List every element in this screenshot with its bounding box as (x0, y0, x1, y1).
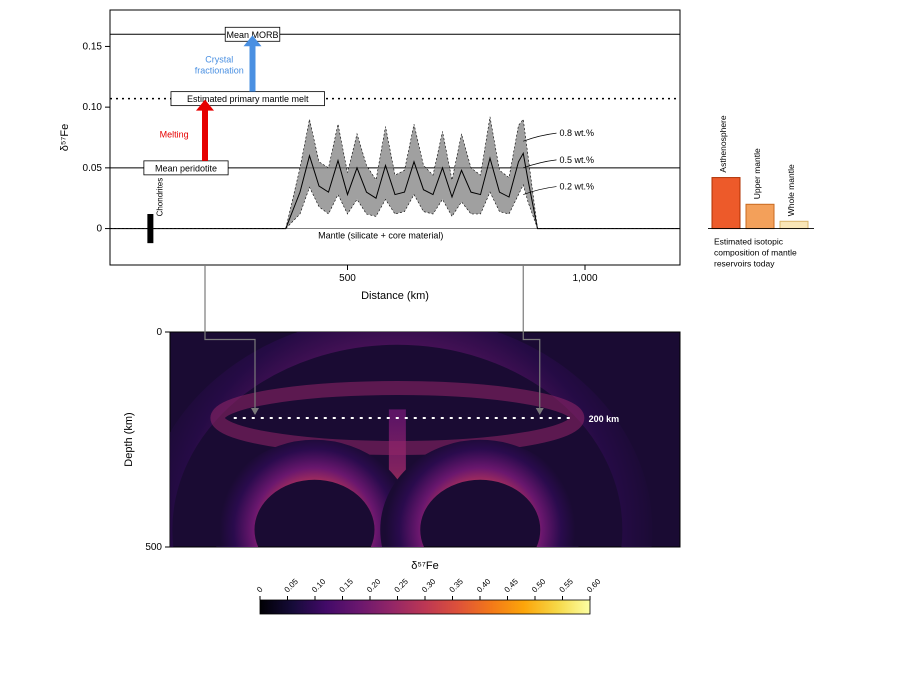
top-chart-frame (110, 10, 680, 265)
heatmap-content (157, 330, 637, 675)
xtick-label: 1,000 (572, 273, 597, 284)
colorbar-tick-label: 0.30 (420, 577, 438, 595)
figure-root: 0 0.05 0.10 0.15 500 1,000 δ⁵⁷Fe Distance (km) M… (0, 0, 914, 675)
colorbar-tick-label: 0.55 (558, 577, 576, 595)
mantle-label: Mantle (silicate + core material) (318, 230, 443, 240)
colorbar-tick-label: 0.60 (585, 577, 603, 595)
xtick-label: 500 (339, 273, 356, 284)
heatmap-ytick-label: 500 (145, 542, 162, 553)
colorbar-tick-label: 0.10 (310, 577, 328, 595)
melting-label: Melting (160, 129, 189, 139)
depth-200-label: 200 km (589, 414, 620, 424)
wt-label: 0.5 wt.% (560, 155, 595, 165)
top-chart: 0 0.05 0.10 0.15 500 1,000 δ⁵⁷Fe Distance (km) M… (59, 10, 680, 302)
reservoir-bar-label: Whole mantle (786, 164, 796, 216)
figure-svg: 0 0.05 0.10 0.15 500 1,000 δ⁵⁷Fe Distance (km) M… (0, 0, 914, 675)
heatmap-xlabel: δ⁵⁷Fe (411, 560, 439, 572)
reservoir-bar (746, 204, 774, 228)
reservoir-caption: composition of mantle (714, 248, 797, 258)
reservoir-bar-label: Asthenosphere (718, 115, 728, 172)
colorbar-tick-label: 0.15 (338, 577, 356, 595)
colorbar-rect (260, 600, 590, 614)
colorbar-tick-label: 0.50 (530, 577, 548, 595)
reservoir-caption: reservoirs today (714, 259, 775, 269)
reservoir-bar (780, 221, 808, 228)
ylabel: δ⁵⁷Fe (59, 124, 71, 152)
reservoir-bar-label: Upper mantle (752, 148, 762, 199)
colorbar-tick-label: 0 (255, 585, 265, 595)
wt-label: 0.2 wt.% (560, 182, 595, 192)
ytick-label: 0 (96, 224, 102, 235)
colorbar: 0 0.05 0.10 0.15 0.20 0.25 0.30 0.35 0.40 0.45 0.5… (255, 577, 603, 614)
ytick-label: 0.05 (83, 163, 103, 174)
colorbar-tick-label: 0.45 (503, 577, 521, 595)
chondrites-bar (147, 214, 153, 243)
reservoir-caption: Estimated isotopic (714, 237, 784, 247)
heatmap-ylabel: Depth (km) (123, 412, 135, 466)
ytick-label: 0.10 (83, 102, 103, 113)
colorbar-tick-label: 0.40 (475, 577, 493, 595)
colorbar-tick-label: 0.05 (283, 577, 301, 595)
colorbar-tick-label: 0.35 (448, 577, 466, 595)
xlabel: Distance (km) (361, 290, 429, 302)
colorbar-tick-label: 0.25 (393, 577, 411, 595)
colorbar-tick-label: 0.20 (365, 577, 383, 595)
heatmap-ytick-label: 0 (156, 327, 162, 338)
chondrites-label: Chondrites (155, 178, 164, 217)
reservoir-bars: Asthenosphere Upper mantle Whole mantle Est… (708, 115, 814, 268)
label-box-text: Mean peridotite (155, 163, 217, 173)
ytick-label: 0.15 (83, 41, 103, 52)
crystal-frac-label: Crystal (205, 54, 233, 64)
wt-label: 0.8 wt.% (560, 128, 595, 138)
reservoir-bar (712, 178, 740, 229)
crystal-frac-label: fractionation (195, 65, 244, 75)
